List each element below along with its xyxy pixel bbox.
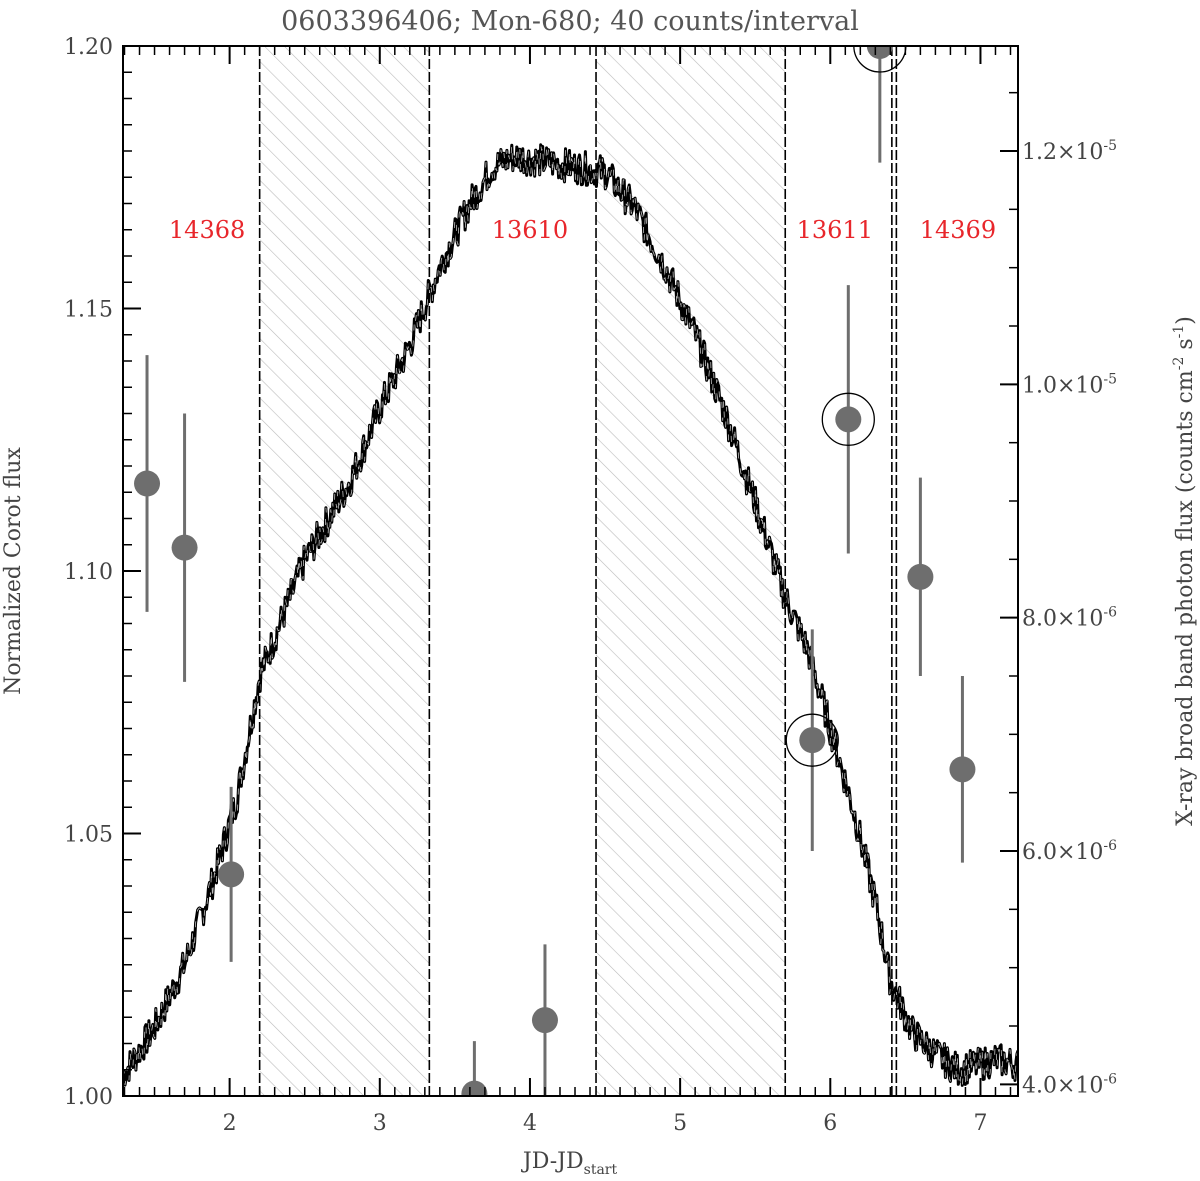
y-tick-label: 1.20 <box>64 35 113 60</box>
gap-regions <box>259 46 786 1096</box>
obs-id-label: 13610 <box>492 216 568 244</box>
y2-tick-label: 8.0×10-6 <box>1022 605 1117 632</box>
x-tick-label: 5 <box>673 1111 687 1136</box>
obs-id-label: 14369 <box>920 216 996 244</box>
xray-point <box>866 46 893 59</box>
xray-point-ring <box>853 46 907 73</box>
xray-point-ring <box>785 713 839 767</box>
y-axis-title: Normalized Corot flux <box>1 447 26 695</box>
hatched-gap <box>596 46 786 1096</box>
y2-tick-label: 4.0×10-6 <box>1022 1071 1117 1098</box>
xray-point <box>461 1080 488 1096</box>
y-tick-label: 1.15 <box>64 298 113 323</box>
y2-axis-title: X-ray broad band photon flux (counts cm-… <box>1171 316 1198 826</box>
x-tick-label: 7 <box>973 1111 987 1136</box>
obs-id-label: 14368 <box>169 216 245 244</box>
xray-point-ring <box>821 392 875 446</box>
chart-title: 0603396406; Mon-680; 40 counts/interval <box>281 6 859 37</box>
xray-point <box>134 470 161 497</box>
y-tick-label: 1.10 <box>64 560 113 585</box>
y2-tick-label: 1.2×10-5 <box>1022 138 1117 165</box>
observation-labels: 14368 13610 13611 14369 <box>169 216 996 244</box>
y2-tick-label: 6.0×10-6 <box>1022 838 1117 865</box>
xray-point <box>835 406 862 433</box>
y-tick-label: 1.05 <box>64 823 113 848</box>
x-tick-label: 4 <box>523 1111 537 1136</box>
observation-boundaries <box>258 46 898 1096</box>
xray-point <box>799 727 826 754</box>
x-tick-label: 3 <box>373 1111 387 1136</box>
x-axis-title: JD-JDstart <box>521 1149 618 1178</box>
obs-id-label: 13611 <box>797 216 873 244</box>
xray-point <box>218 861 245 888</box>
hatched-gap <box>259 46 430 1096</box>
xray-point <box>171 534 198 561</box>
axes: 2 3 4 5 6 7 1.00 1.05 1.10 1.15 1.20 4.0×10-6 6.0×10… <box>64 35 1117 1136</box>
y-tick-label: 1.00 <box>64 1085 113 1110</box>
xray-point <box>907 563 934 590</box>
x-tick-label: 6 <box>823 1111 837 1136</box>
lightcurve-dash-overlay <box>123 144 1018 1086</box>
xray-point <box>949 756 976 783</box>
y2-tick-label: 1.0×10-5 <box>1022 371 1117 398</box>
corot-lightcurve <box>123 143 1018 1087</box>
xray-points <box>134 46 976 1096</box>
lightcurve-line <box>123 143 1018 1087</box>
xray-point <box>531 1007 558 1034</box>
x-tick-label: 2 <box>223 1111 237 1136</box>
